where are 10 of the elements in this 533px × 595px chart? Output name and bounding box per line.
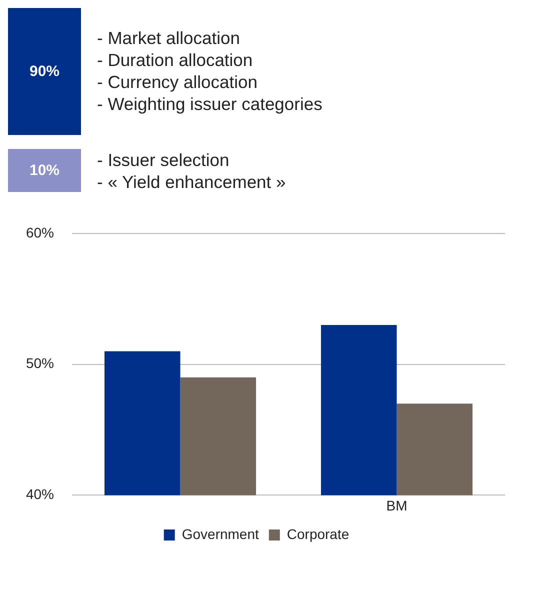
legend-label: Corporate bbox=[286, 525, 350, 542]
legend-label: Government bbox=[182, 525, 259, 542]
y-tick-label: 60% bbox=[26, 224, 54, 240]
data-label: 10% bbox=[8, 149, 81, 192]
x-tick-label: BM bbox=[386, 496, 408, 513]
category-label: - Issuer selection - « Yield enhancement » bbox=[97, 148, 286, 192]
y-tick-label: 50% bbox=[26, 354, 54, 371]
y-tick-label: 40% bbox=[26, 486, 54, 502]
data-label: 90% bbox=[8, 8, 81, 134]
category-label: - Market allocation - Duration allocation - Currency allocation - Weighting issuer categories bbox=[97, 27, 322, 116]
